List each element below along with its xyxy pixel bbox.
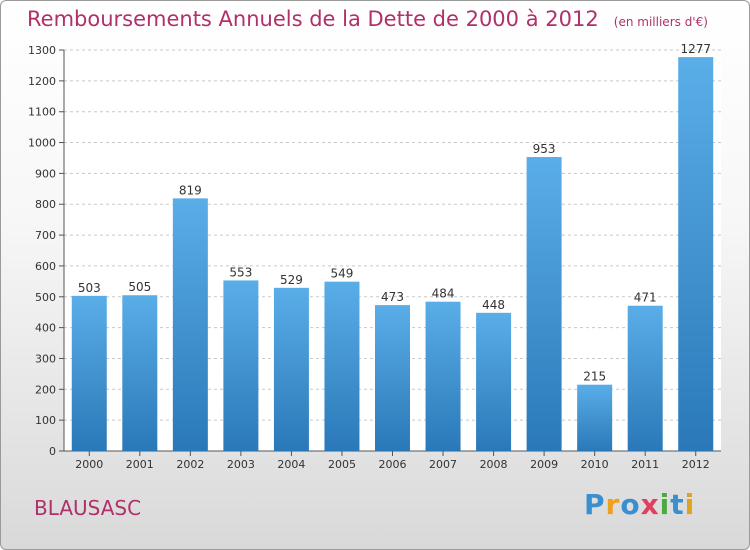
bar-2002 xyxy=(172,198,208,451)
bar-value-label: 529 xyxy=(280,273,303,287)
y-tick-label: 1300 xyxy=(28,44,56,57)
y-tick-label: 300 xyxy=(35,352,56,365)
bar-value-label: 484 xyxy=(432,287,455,301)
x-tick-label: 2005 xyxy=(328,458,356,471)
bar-value-label: 503 xyxy=(78,281,101,295)
logo-letter: P xyxy=(584,488,606,521)
bar-value-label: 553 xyxy=(229,265,252,279)
title-row: Remboursements Annuels de la Dette de 20… xyxy=(27,7,708,31)
x-tick-label: 2003 xyxy=(227,458,255,471)
y-tick-label: 700 xyxy=(35,229,56,242)
y-tick-label: 600 xyxy=(35,260,56,273)
x-tick-label: 2004 xyxy=(277,458,305,471)
y-tick-label: 800 xyxy=(35,198,56,211)
bar-2005 xyxy=(324,281,360,451)
x-tick-label: 2008 xyxy=(480,458,508,471)
bar-value-label: 471 xyxy=(634,291,657,305)
logo-letter: r xyxy=(605,488,621,521)
bar-2012 xyxy=(678,57,714,452)
y-tick-label: 400 xyxy=(35,322,56,335)
bar-value-label: 473 xyxy=(381,290,404,304)
x-tick-label: 2012 xyxy=(682,458,710,471)
x-tick-label: 2002 xyxy=(176,458,204,471)
x-tick-label: 2009 xyxy=(530,458,558,471)
logo-letter: i xyxy=(684,488,696,521)
y-tick-label: 500 xyxy=(35,291,56,304)
logo-letter: i xyxy=(659,488,671,521)
y-tick-label: 200 xyxy=(35,383,56,396)
bar-2000 xyxy=(71,295,107,451)
bar-2006 xyxy=(375,305,410,451)
bar-2001 xyxy=(122,295,158,451)
bar-2004 xyxy=(273,287,309,451)
bar-value-label: 819 xyxy=(179,183,202,197)
bar-2007 xyxy=(425,301,461,451)
x-tick-label: 2001 xyxy=(126,458,154,471)
proxiti-logo: Proxiti xyxy=(584,488,695,521)
logo-letter: o xyxy=(620,488,641,521)
commune-name: BLAUSASC xyxy=(34,496,142,520)
bar-value-label: 953 xyxy=(533,142,556,156)
bar-value-label: 1277 xyxy=(680,42,711,56)
y-tick-label: 1000 xyxy=(28,137,56,150)
x-tick-label: 2010 xyxy=(581,458,609,471)
chart-title: Remboursements Annuels de la Dette de 20… xyxy=(27,7,599,31)
bar-value-label: 215 xyxy=(583,370,606,384)
y-tick-label: 1100 xyxy=(28,106,56,119)
y-tick-label: 100 xyxy=(35,414,56,427)
bar-value-label: 505 xyxy=(128,280,151,294)
x-tick-label: 2000 xyxy=(75,458,103,471)
bar-value-label: 448 xyxy=(482,298,505,312)
x-tick-label: 2011 xyxy=(631,458,659,471)
bar-2010 xyxy=(577,384,613,451)
bar-2011 xyxy=(627,305,663,451)
y-tick-label: 900 xyxy=(35,167,56,180)
y-tick-label: 0 xyxy=(49,445,56,458)
logo-letter: x xyxy=(640,488,660,521)
x-tick-label: 2006 xyxy=(379,458,407,471)
logo-letter: t xyxy=(670,488,685,521)
bar-2003 xyxy=(223,280,259,451)
y-tick-label: 1200 xyxy=(28,75,56,88)
x-tick-label: 2007 xyxy=(429,458,457,471)
bar-2008 xyxy=(476,312,512,451)
bar-value-label: 549 xyxy=(331,267,354,281)
chart-subtitle: (en milliers d'€) xyxy=(613,15,708,29)
bar-2009 xyxy=(526,157,562,452)
